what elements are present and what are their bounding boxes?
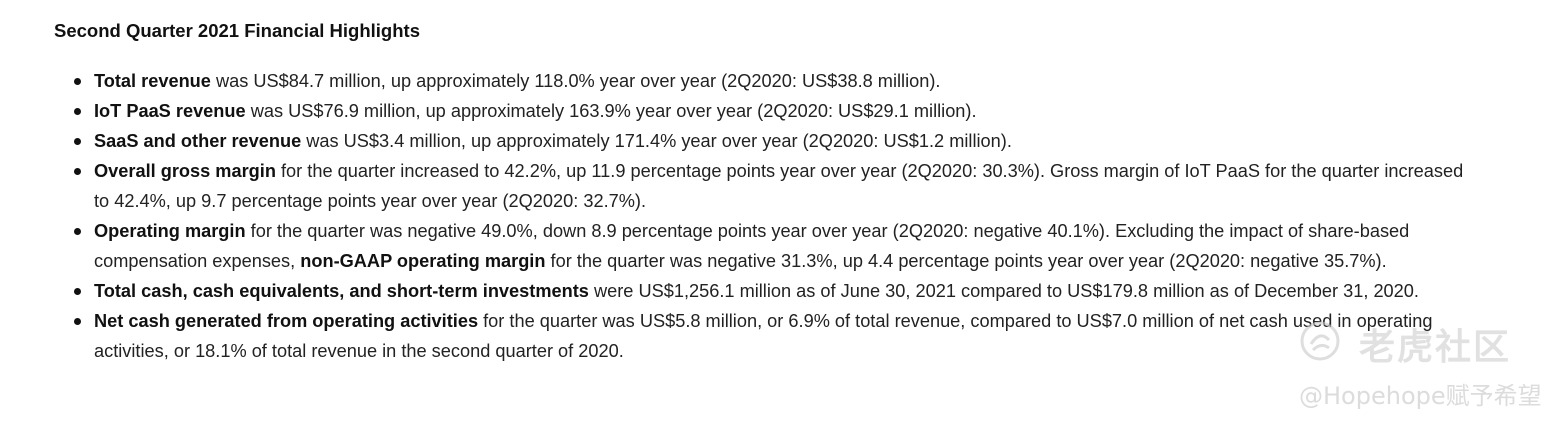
highlight-term: Total cash, cash equivalents, and short-… bbox=[94, 281, 589, 301]
bullet-icon bbox=[74, 108, 81, 115]
watermark-handle: @Hopehope赋予希望 bbox=[1299, 382, 1542, 410]
highlight-text: for the quarter increased to 42.2%, up 1… bbox=[94, 161, 1464, 211]
bullet-icon bbox=[74, 228, 81, 235]
bullet-icon bbox=[74, 168, 81, 175]
highlight-term: SaaS and other revenue bbox=[94, 131, 302, 151]
highlight-term: Overall gross margin bbox=[94, 161, 276, 181]
highlight-text: was US$76.9 million, up approximately 16… bbox=[245, 101, 977, 121]
highlight-text: for the quarter was negative 31.3%, up 4… bbox=[545, 251, 1387, 271]
highlight-item: Overall gross margin for the quarter inc… bbox=[54, 156, 1474, 216]
highlight-term: IoT PaaS revenue bbox=[94, 101, 246, 121]
highlight-item: Total revenue was US$84.7 million, up ap… bbox=[54, 66, 1474, 96]
highlight-item: Total cash, cash equivalents, and short-… bbox=[54, 276, 1474, 306]
bullet-icon bbox=[74, 138, 81, 145]
section-heading: Second Quarter 2021 Financial Highlights bbox=[54, 20, 420, 41]
bullet-icon bbox=[74, 78, 81, 85]
highlight-text: for the quarter was US$5.8 million, or 6… bbox=[94, 311, 1433, 361]
bullet-icon bbox=[74, 318, 81, 325]
highlight-text: for the quarter was negative 49.0%, down… bbox=[94, 221, 1410, 271]
highlight-term: non-GAAP operating margin bbox=[300, 251, 546, 271]
highlight-term: Operating margin bbox=[94, 221, 246, 241]
article-content: Second Quarter 2021 Financial Highlights… bbox=[54, 17, 1474, 366]
highlight-item: Net cash generated from operating activi… bbox=[54, 306, 1474, 366]
highlight-term: Total revenue bbox=[94, 71, 211, 91]
highlight-term: Net cash generated from operating activi… bbox=[94, 311, 479, 331]
highlight-text: was US$3.4 million, up approximately 171… bbox=[301, 131, 1012, 151]
highlights-list: Total revenue was US$84.7 million, up ap… bbox=[54, 66, 1474, 366]
bullet-icon bbox=[74, 288, 81, 295]
highlight-item: SaaS and other revenue was US$3.4 millio… bbox=[54, 126, 1474, 156]
highlight-text: were US$1,256.1 million as of June 30, 2… bbox=[588, 281, 1419, 301]
highlight-item: Operating margin for the quarter was neg… bbox=[54, 216, 1474, 276]
highlight-text: was US$84.7 million, up approximately 11… bbox=[210, 71, 941, 91]
highlight-item: IoT PaaS revenue was US$76.9 million, up… bbox=[54, 96, 1474, 126]
